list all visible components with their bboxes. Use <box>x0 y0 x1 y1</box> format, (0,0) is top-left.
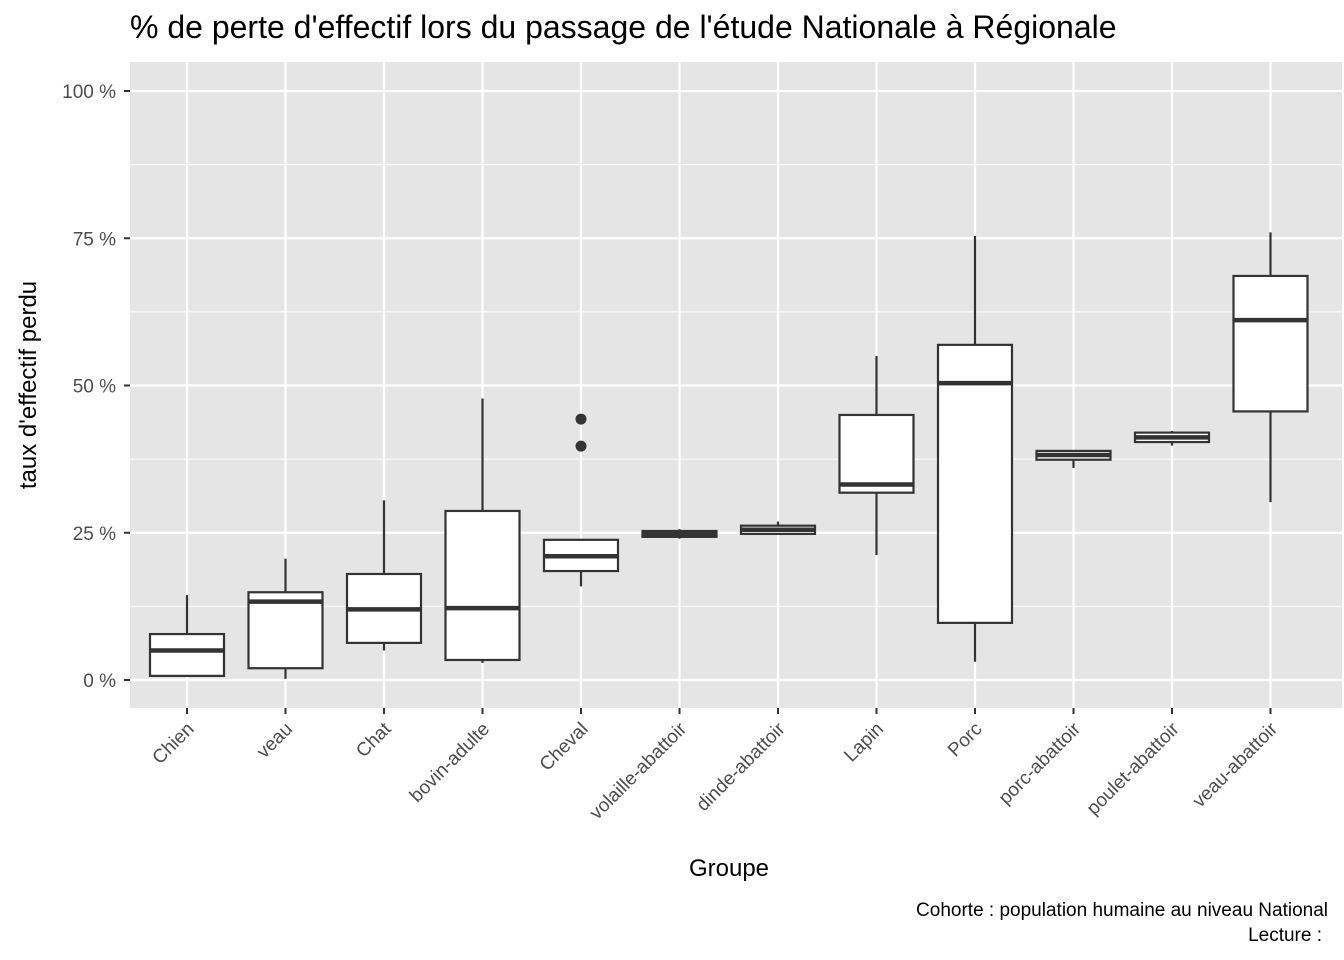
outlier-point <box>575 413 587 425</box>
y-tick-label: 0 % <box>83 671 116 692</box>
y-tick-label: 50 % <box>73 377 116 398</box>
box-porc-abattoir <box>1035 449 1112 468</box>
box-veau <box>247 558 324 679</box>
box-Porc <box>936 235 1014 662</box>
y-tick-label: 100 % <box>62 82 116 103</box>
caption-line-1: Cohorte : population humaine au niveau N… <box>916 900 1328 921</box>
box-iqr <box>247 591 324 670</box>
chart-title: % de perte d'effectif lors du passage de… <box>130 9 1117 45</box>
box-Lapin <box>838 356 915 556</box>
box-veau-abattoir <box>1232 232 1309 503</box>
box-iqr <box>1232 274 1309 413</box>
y-axis: 0 % 25 % 50 % 75 % 100 % <box>62 82 130 692</box>
major-gridlines <box>130 62 1342 708</box>
box-iqr <box>936 343 1014 624</box>
minor-gridlines <box>130 164 1342 607</box>
box-iqr <box>444 509 521 662</box>
box-iqr <box>838 413 915 494</box>
box-series <box>148 232 1309 679</box>
y-tick-label: 25 % <box>73 524 116 545</box>
box-poulet-abattoir <box>1133 430 1211 446</box>
box-Cheval <box>542 413 620 587</box>
box-iqr <box>148 632 226 677</box>
box-dinde-abattoir <box>739 521 817 536</box>
box-Chien <box>148 595 226 678</box>
box-Chat <box>345 500 423 651</box>
y-tick-label: 75 % <box>73 229 116 250</box>
box-bovin-adulte <box>444 398 521 663</box>
box-volaille-abattoir <box>641 529 718 539</box>
caption-line-2: Lecture : <box>1248 925 1322 946</box>
x-axis-title: Groupe <box>689 855 769 882</box>
y-axis-title: taux d'effectif perdu <box>15 281 42 489</box>
outlier-point <box>575 440 587 452</box>
